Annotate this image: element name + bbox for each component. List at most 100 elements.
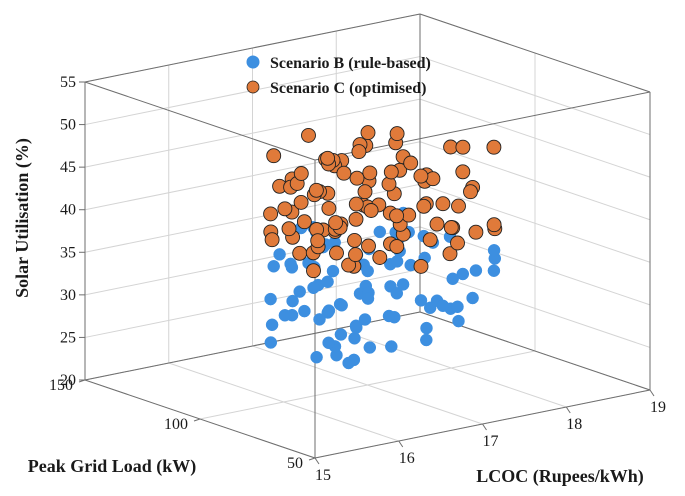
data-point — [296, 214, 312, 230]
data-point — [321, 275, 334, 289]
data-point — [322, 304, 336, 317]
data-point — [360, 125, 376, 141]
data-point — [306, 263, 321, 279]
data-point — [455, 164, 471, 180]
data-point — [486, 217, 502, 233]
data-point — [456, 267, 470, 281]
data-point — [363, 341, 377, 354]
data-point — [277, 201, 293, 217]
z-tick-label: 55 — [60, 74, 76, 91]
y-tick-label: 150 — [49, 377, 73, 394]
z-tick-label: 50 — [60, 117, 76, 134]
data-point — [389, 126, 405, 142]
y-axis-label: Peak Grid Load (kW) — [28, 456, 197, 477]
data-point — [322, 336, 335, 350]
data-point — [308, 182, 324, 198]
data-point — [357, 184, 373, 200]
data-point — [455, 139, 471, 155]
x-tick-mark — [398, 440, 404, 448]
data-point — [425, 171, 441, 187]
data-point — [420, 333, 433, 347]
data-point — [452, 314, 465, 328]
data-point — [468, 224, 484, 240]
data-point — [326, 264, 340, 278]
data-point — [310, 233, 326, 249]
data-point — [361, 292, 375, 305]
data-point — [348, 196, 364, 212]
data-point — [363, 203, 379, 218]
data-point — [293, 194, 309, 210]
y-tick-mark — [308, 457, 316, 461]
data-point — [348, 211, 364, 227]
data-point — [358, 313, 372, 326]
data-point — [307, 281, 320, 295]
axes-frame — [78, 13, 655, 465]
data-point — [342, 356, 355, 370]
legend-label-scenario-c: Scenario C (optimised) — [270, 80, 426, 97]
legend-marker-scenario-c — [246, 80, 260, 94]
x-tick-label: 18 — [566, 416, 582, 433]
data-point — [266, 148, 282, 164]
grid-line-y — [199, 350, 536, 420]
series-scenario-c — [263, 125, 503, 279]
data-point — [389, 239, 405, 254]
x-tick-label: 16 — [399, 450, 415, 467]
data-point — [451, 300, 464, 314]
data-point — [361, 238, 376, 254]
data-point — [429, 216, 445, 232]
x-tick-label: 15 — [315, 467, 331, 484]
data-point — [301, 127, 316, 143]
data-point — [350, 321, 363, 334]
data-point — [372, 250, 388, 265]
data-point — [422, 232, 438, 248]
x-tick-mark — [649, 389, 655, 397]
data-point — [264, 232, 280, 248]
data-point — [414, 294, 428, 307]
data-point — [267, 260, 280, 273]
data-point — [362, 165, 378, 181]
data-point — [487, 264, 501, 277]
data-point — [328, 215, 344, 231]
data-point — [341, 257, 357, 273]
z-tick-label: 40 — [60, 202, 76, 219]
data-points — [263, 125, 503, 370]
data-point — [423, 301, 437, 315]
data-point — [390, 287, 404, 300]
data-point — [361, 264, 374, 278]
data-point — [403, 155, 419, 171]
data-point — [416, 198, 432, 214]
data-point — [334, 328, 348, 341]
y-tick-mark — [193, 418, 201, 422]
data-point — [333, 297, 347, 311]
data-point — [383, 164, 399, 180]
frame-edge — [84, 13, 421, 83]
data-point — [286, 294, 299, 308]
data-point — [436, 299, 450, 313]
data-point — [348, 247, 363, 263]
data-point — [486, 139, 502, 155]
y-tick-label: 100 — [164, 416, 188, 433]
data-point — [487, 244, 501, 257]
data-point — [263, 206, 279, 222]
data-point — [329, 245, 344, 261]
data-point — [293, 166, 309, 181]
data-point — [321, 200, 337, 216]
data-point — [450, 235, 465, 251]
data-point — [446, 272, 459, 286]
data-point — [385, 340, 398, 353]
data-point — [320, 150, 336, 166]
data-point — [349, 170, 365, 186]
data-point — [466, 291, 479, 305]
data-point — [463, 184, 478, 200]
data-point — [281, 221, 297, 237]
data-point — [336, 165, 352, 181]
data-point — [310, 350, 323, 364]
y-tick-label: 50 — [287, 455, 303, 472]
data-point — [451, 198, 466, 214]
z-tick-label: 35 — [60, 244, 76, 261]
legend-marker-scenario-b — [246, 55, 260, 69]
x-tick-label: 19 — [650, 399, 666, 416]
data-point — [469, 264, 483, 277]
data-point — [284, 257, 297, 271]
